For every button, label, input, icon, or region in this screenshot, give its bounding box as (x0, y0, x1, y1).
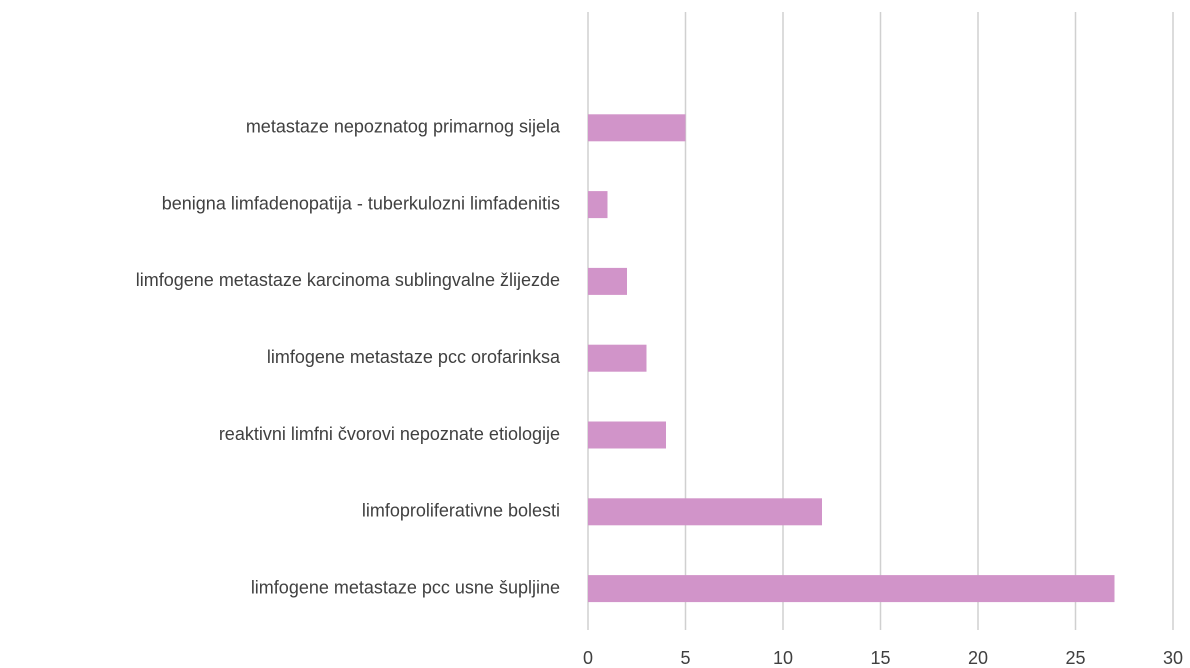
y-tick-label: limfogene metastaze pcc orofarinksa (267, 347, 561, 367)
x-tick-label: 30 (1163, 648, 1183, 668)
x-tick-label: 0 (583, 648, 593, 668)
x-tick-label: 5 (680, 648, 690, 668)
x-tick-label: 15 (870, 648, 890, 668)
y-tick-label: limfoproliferativne bolesti (362, 501, 560, 521)
x-tick-label: 10 (773, 648, 793, 668)
bar (588, 191, 608, 219)
y-tick-label: benigna limfadenopatija - tuberkulozni l… (162, 193, 560, 213)
bar (588, 267, 627, 295)
y-tick-label: metastaze nepoznatog primarnog sijela (246, 117, 561, 137)
bar (588, 498, 822, 526)
y-tick-label: reaktivni limfni čvorovi nepoznate etiol… (219, 424, 560, 444)
y-tick-label: limfogene metastaze karcinoma sublingval… (136, 270, 560, 290)
x-tick-label: 25 (1065, 648, 1085, 668)
bar (588, 575, 1115, 603)
bar (588, 114, 686, 142)
y-tick-label: limfogene metastaze pcc usne šupljine (251, 577, 560, 597)
bar (588, 421, 666, 449)
bar (588, 344, 647, 372)
x-tick-label: 20 (968, 648, 988, 668)
